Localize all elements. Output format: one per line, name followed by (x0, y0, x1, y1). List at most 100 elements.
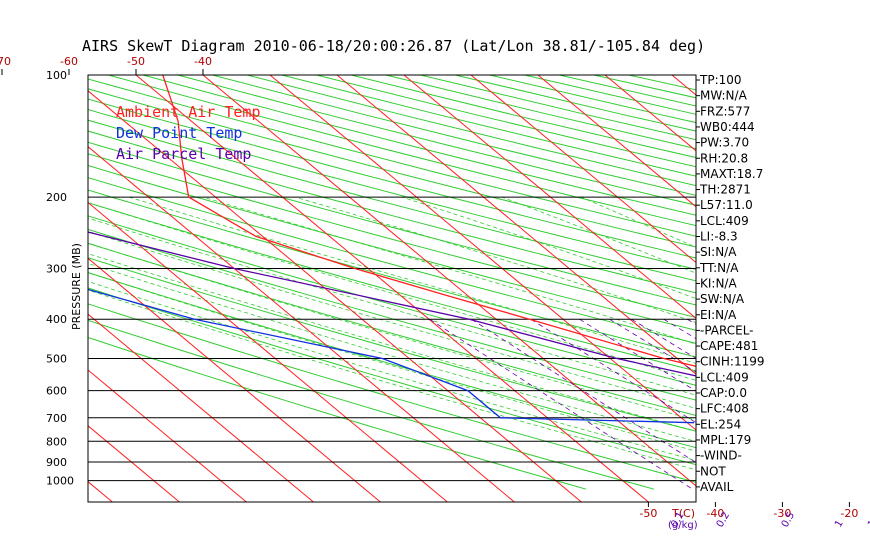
index-entry: -PARCEL- (700, 323, 754, 337)
dry-adiabat (88, 215, 696, 386)
index-entry: WB0:444 (700, 120, 755, 134)
isotherm (88, 369, 247, 502)
moist-adiabat (88, 253, 696, 432)
index-entry: MW:N/A (700, 89, 748, 103)
mixing-ratio-line (663, 318, 696, 340)
index-entry: NOT (700, 464, 726, 478)
isotherm (0, 75, 45, 502)
index-entry: KI:N/A (700, 276, 737, 290)
isotherm (88, 257, 381, 502)
isotherm (269, 75, 696, 431)
index-entry: LI:-8.3 (700, 230, 738, 244)
dry-adiabat (177, 75, 696, 206)
index-entry: FRZ:577 (700, 104, 750, 118)
isotherm (470, 75, 696, 264)
index-entry: AVAIL (700, 480, 734, 494)
dry-adiabat (524, 75, 696, 115)
dry-adiabat (88, 130, 696, 294)
dry-adiabat (88, 336, 587, 490)
dry-adiabat (88, 141, 696, 306)
index-entry: TP:100 (699, 73, 742, 87)
index-entry: -WIND- (700, 449, 742, 463)
isotherm (88, 146, 515, 502)
dry-adiabat (455, 75, 696, 132)
air-parcel-temp-line (88, 231, 696, 377)
legend-entry: Dew Point Temp (116, 124, 242, 142)
legend-entry: Air Parcel Temp (116, 145, 251, 163)
mixing-ratio-line (854, 319, 870, 489)
index-entry: LFC:408 (700, 402, 749, 416)
plot-frame (87, 74, 697, 503)
pressure-tick-label: 600 (46, 385, 67, 398)
isotherm (135, 75, 649, 502)
index-entry: LCL:409 (700, 214, 749, 228)
index-entry: MPL:179 (700, 433, 751, 447)
index-entry: RH:20.8 (700, 151, 748, 165)
dry-adiabat (628, 75, 696, 91)
index-entry: L57:11.0 (700, 198, 753, 212)
pressure-tick-label: 200 (46, 191, 67, 204)
pressure-tick-label: 100 (46, 69, 67, 82)
isotherm (537, 75, 696, 208)
index-entry: PW:3.70 (700, 136, 749, 150)
index-entry: SI:N/A (700, 245, 737, 259)
moist-adiabat (202, 196, 696, 345)
isotherm (336, 75, 696, 375)
dry-adiabat (88, 189, 696, 358)
index-entry: SW:N/A (700, 292, 745, 306)
isotherm (88, 313, 314, 502)
mixing-ratio-line (784, 319, 870, 489)
dry-adiabat (88, 119, 696, 282)
mixing-ratio-label: 1.5 (866, 510, 870, 529)
top-temp-tick-label: -60 (60, 55, 78, 68)
moist-adiabat (128, 196, 696, 364)
top-temp-tick-label: -50 (127, 55, 145, 68)
isotherm (739, 75, 870, 502)
mixing-ratio-line (833, 319, 870, 489)
pressure-tick-label: 500 (46, 353, 67, 366)
chart-title: AIRS SkewT Diagram 2010-06-18/20:00:26.8… (82, 37, 705, 55)
moist-adiabat (88, 272, 696, 452)
isotherm (88, 201, 448, 502)
index-entry: EL:254 (700, 417, 741, 431)
top-temp-tick-label: -40 (194, 55, 212, 68)
pressure-tick-label: 1000 (46, 475, 74, 488)
moist-adiabat (88, 289, 696, 471)
index-entry: CAP:0.0 (700, 386, 747, 400)
isotherm (604, 75, 696, 152)
dry-adiabat (88, 202, 696, 372)
mixing-ratio-line (530, 318, 696, 424)
legend-entry: Ambient Air Temp (116, 103, 261, 121)
mixing-ratio-line (805, 319, 870, 489)
pressure-tick-label: 400 (46, 313, 67, 326)
data-layer (88, 75, 696, 424)
moist-adiabat (295, 196, 696, 323)
bottom-temp-tick-label: -30 (773, 507, 791, 520)
ambient-air-temp-line (162, 75, 696, 367)
index-entry: TH:2871 (699, 183, 751, 197)
moist-adiabat (88, 281, 696, 461)
dry-adiabat (88, 287, 696, 466)
dry-adiabat (88, 319, 655, 490)
dry-adiabat (350, 75, 696, 159)
pressure-tick-label: 800 (46, 435, 67, 448)
moist-adiabat (88, 230, 696, 409)
mixing-ratio-label: 1 (833, 518, 846, 529)
index-entry: TT:N/A (699, 261, 739, 275)
grid-layer (0, 75, 870, 502)
mixing-ratio-line (767, 319, 870, 489)
bottom-temp-tick-label: -40 (706, 507, 724, 520)
bottom-axis-unit: T(C) (671, 507, 695, 520)
dry-adiabat (88, 88, 696, 248)
pressure-tick-label: 900 (46, 456, 67, 469)
isotherm (88, 425, 180, 502)
index-entry: CINH:1199 (700, 355, 765, 369)
index-entry: MAXT:18.7 (700, 167, 763, 181)
pressure-tick-label: 300 (46, 263, 67, 276)
index-entry: EI:N/A (700, 308, 737, 322)
isotherm (806, 75, 870, 502)
isotherm (202, 75, 696, 487)
dry-adiabat (88, 177, 696, 344)
